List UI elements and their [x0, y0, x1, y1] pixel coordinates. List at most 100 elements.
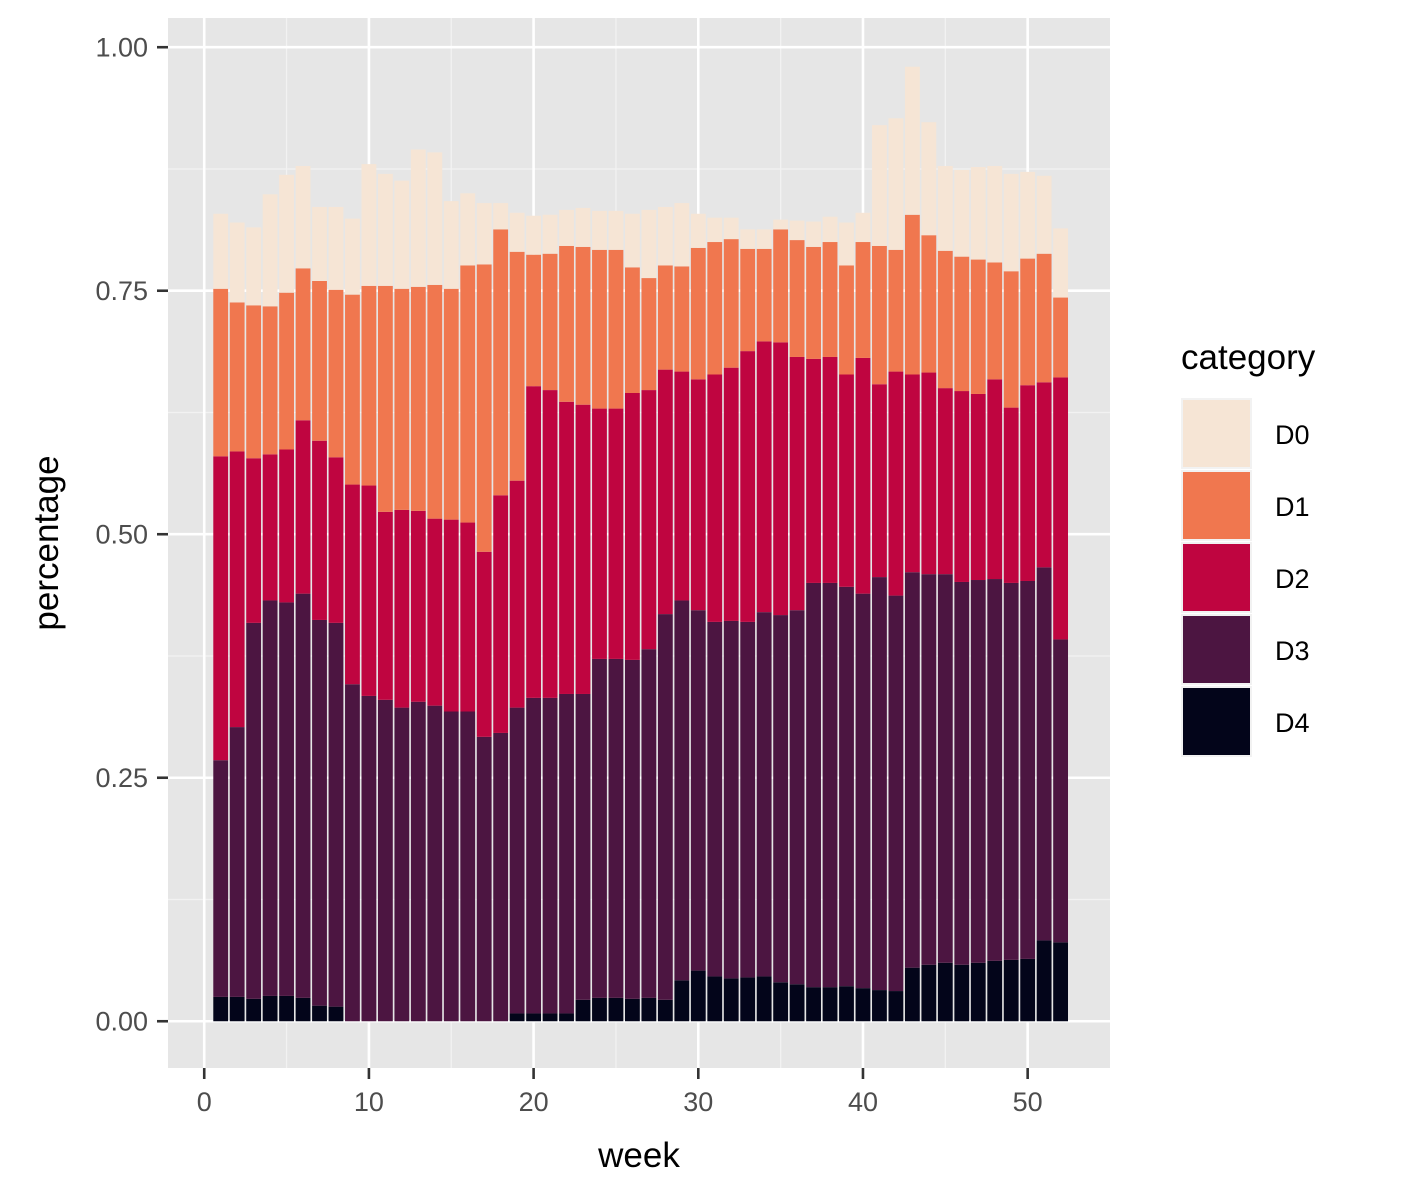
bar-week-33-d0 — [740, 229, 756, 249]
bar-week-38-d0 — [822, 216, 838, 243]
bar-week-52-d3 — [1053, 639, 1069, 943]
bar-week-48-d4 — [987, 960, 1003, 1022]
bar-week-45-d0 — [937, 166, 953, 251]
bar-week-10-d3 — [361, 695, 377, 1022]
bar-week-49-d2 — [1003, 407, 1019, 583]
bar-week-20-d3 — [526, 697, 542, 1014]
bar-week-42-d3 — [888, 595, 904, 992]
bar-week-24-d3 — [592, 658, 607, 998]
bar-week-52-d4 — [1053, 942, 1069, 1022]
bar-week-28-d0 — [657, 206, 673, 266]
bar-week-20-d2 — [526, 386, 542, 698]
bar-week-29-d2 — [674, 371, 690, 601]
bar-week-36-d4 — [789, 984, 805, 1022]
bar-week-25-d1 — [608, 249, 624, 409]
x-tick-label: 20 — [519, 1087, 549, 1117]
bar-week-44-d3 — [921, 574, 937, 965]
bar-week-26-d0 — [625, 213, 640, 268]
y-tick-label: 0.50 — [95, 520, 148, 550]
bar-week-46-d4 — [954, 964, 970, 1022]
y-tick-label: 1.00 — [95, 33, 148, 63]
bar-week-24-d0 — [592, 210, 607, 250]
bar-week-44-d2 — [921, 372, 937, 575]
bar-week-10-d1 — [361, 285, 377, 486]
bar-week-32-d2 — [723, 367, 739, 621]
bar-week-39-d2 — [839, 374, 854, 587]
bar-week-13-d1 — [410, 286, 426, 511]
legend-swatch-d0 — [1183, 400, 1250, 467]
bar-week-43-d4 — [904, 967, 920, 1022]
bar-week-44-d1 — [921, 235, 937, 373]
bar-week-47-d1 — [970, 259, 986, 394]
bar-week-6-d0 — [295, 166, 311, 269]
bar-week-49-d4 — [1003, 959, 1019, 1022]
bar-week-16-d3 — [460, 711, 476, 1022]
bar-week-11-d2 — [377, 511, 393, 700]
bar-week-21-d0 — [542, 214, 558, 254]
bar-week-7-d2 — [312, 440, 327, 620]
bar-week-3-d3 — [246, 622, 262, 999]
bar-week-48-d0 — [987, 166, 1003, 263]
bar-week-13-d0 — [410, 149, 426, 287]
bar-week-10-d2 — [361, 485, 377, 696]
bar-week-50-d3 — [1020, 580, 1036, 959]
bar-week-5-d4 — [279, 995, 294, 1022]
bar-week-21-d3 — [542, 697, 558, 1014]
bar-week-14-d0 — [427, 152, 443, 285]
bar-week-37-d4 — [806, 987, 821, 1022]
bar-week-49-d0 — [1003, 173, 1019, 272]
legend-label-d0: D0 — [1275, 420, 1310, 450]
bar-week-23-d0 — [575, 207, 591, 247]
bar-week-14-d3 — [427, 705, 443, 1022]
bar-week-51-d4 — [1036, 940, 1052, 1022]
bar-week-20-d1 — [526, 254, 542, 387]
legend-swatch-d2 — [1183, 544, 1250, 611]
bar-week-41-d4 — [872, 990, 887, 1022]
bar-week-42-d0 — [888, 118, 904, 250]
legend-label-d1: D1 — [1275, 492, 1310, 522]
bar-week-23-d3 — [575, 693, 591, 1000]
bar-week-24-d4 — [592, 997, 607, 1022]
bar-week-11-d3 — [377, 699, 393, 1022]
bar-week-39-d0 — [839, 222, 854, 266]
bar-week-26-d1 — [625, 267, 640, 393]
bar-week-41-d3 — [872, 577, 887, 991]
bar-week-50-d4 — [1020, 958, 1036, 1022]
bar-week-32-d1 — [723, 239, 739, 368]
bar-week-29-d4 — [674, 980, 690, 1022]
bar-week-38-d3 — [822, 582, 838, 988]
bar-week-50-d0 — [1020, 171, 1036, 259]
bar-week-3-d4 — [246, 998, 262, 1022]
bar-week-20-d0 — [526, 215, 542, 255]
bar-week-17-d1 — [476, 264, 492, 552]
bar-week-17-d0 — [476, 203, 492, 265]
bar-week-7-d4 — [312, 1005, 327, 1022]
bar-week-42-d2 — [888, 371, 904, 596]
legend-swatch-d1 — [1183, 472, 1250, 539]
x-tick-label: 10 — [354, 1087, 384, 1117]
bar-week-31-d4 — [707, 976, 723, 1022]
bar-week-4-d1 — [262, 306, 278, 455]
bar-week-1-d2 — [213, 456, 229, 761]
bar-week-52-d2 — [1053, 377, 1069, 640]
bar-week-49-d1 — [1003, 271, 1019, 408]
bar-week-8-d4 — [328, 1006, 344, 1022]
bar-week-21-d4 — [542, 1013, 558, 1022]
bar-week-18-d2 — [493, 495, 509, 733]
bar-week-2-d3 — [229, 727, 245, 997]
bar-week-19-d2 — [509, 480, 525, 708]
bar-week-35-d1 — [773, 229, 789, 343]
bar-week-9-d3 — [345, 684, 360, 1022]
bar-week-43-d0 — [904, 66, 920, 215]
bar-week-7-d0 — [312, 206, 327, 281]
bar-week-25-d0 — [608, 210, 624, 250]
bar-week-36-d3 — [789, 610, 805, 985]
bar-week-31-d3 — [707, 621, 723, 977]
bar-week-47-d4 — [970, 962, 986, 1022]
legend-swatch-d3 — [1183, 616, 1250, 683]
x-axis-title: week — [597, 1136, 680, 1175]
bar-week-49-d3 — [1003, 582, 1019, 960]
bar-week-28-d4 — [657, 999, 673, 1022]
bar-week-28-d1 — [657, 265, 673, 370]
bar-week-27-d3 — [641, 649, 657, 998]
